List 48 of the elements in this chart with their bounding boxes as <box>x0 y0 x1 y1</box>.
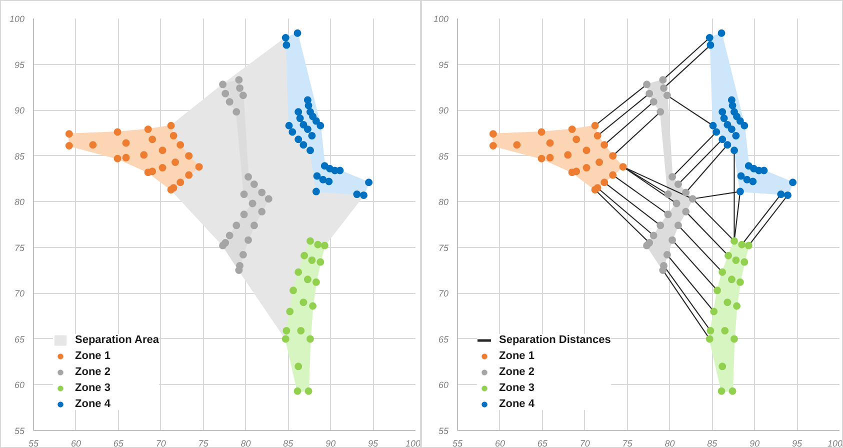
y-tick-label: 55 <box>438 426 450 436</box>
y-tick-label: 60 <box>438 380 449 390</box>
x-tick-label: 75 <box>198 438 210 448</box>
x-tick-label: 70 <box>580 438 590 448</box>
x-tick-label: 85 <box>707 438 718 448</box>
legend-label: Zone 1 <box>75 350 110 362</box>
legend-label: Zone 4 <box>499 398 534 410</box>
legend-label: Zone 2 <box>75 366 110 378</box>
x-tick-label: 60 <box>494 438 505 448</box>
y-tick-label: 70 <box>14 288 25 299</box>
y-tick-label: 55 <box>14 426 26 436</box>
legend-label: Zone 3 <box>75 382 110 394</box>
y-tick-label: 75 <box>438 242 450 253</box>
x-tick-label: 95 <box>792 438 804 448</box>
x-tick-label: 95 <box>368 438 380 448</box>
y-tick-label: 75 <box>14 242 26 253</box>
legend-label: Zone 4 <box>75 398 110 410</box>
x-tick-label: 65 <box>113 438 124 448</box>
x-tick-label: 85 <box>283 438 294 448</box>
y-tick-label: 80 <box>14 197 25 208</box>
legend-label: Zone 1 <box>499 350 534 362</box>
legend-label: Zone 3 <box>499 382 534 394</box>
y-tick-label: 95 <box>438 60 450 70</box>
y-tick-label: 95 <box>14 60 26 70</box>
x-tick-label: 60 <box>70 438 81 448</box>
x-tick-label: 55 <box>452 438 464 448</box>
y-tick-label: 100 <box>9 14 25 24</box>
x-tick-label: 80 <box>664 438 675 448</box>
x-tick-label: 90 <box>326 438 336 448</box>
y-tick-label: 80 <box>438 197 449 208</box>
x-tick-label: 90 <box>750 438 760 448</box>
y-tick-label: 65 <box>438 334 450 344</box>
x-tick-label: 55 <box>28 438 40 448</box>
y-tick-label: 70 <box>438 288 449 299</box>
y-tick-label: 65 <box>14 334 26 344</box>
y-tick-label: 60 <box>14 380 25 390</box>
x-tick-label: 80 <box>240 438 251 448</box>
y-tick-label: 100 <box>433 14 449 24</box>
y-tick-label: 90 <box>14 106 25 116</box>
x-tick-label: 75 <box>622 438 634 448</box>
x-tick-label: 70 <box>156 438 166 448</box>
legend-label: Separation Distances <box>499 334 611 346</box>
y-tick-label: 85 <box>14 151 26 162</box>
x-tick-label: 65 <box>537 438 548 448</box>
legend-label: Zone 2 <box>499 366 534 378</box>
legend-label: Separation Area <box>75 334 159 346</box>
y-tick-label: 90 <box>438 106 449 116</box>
y-tick-label: 85 <box>438 151 450 162</box>
